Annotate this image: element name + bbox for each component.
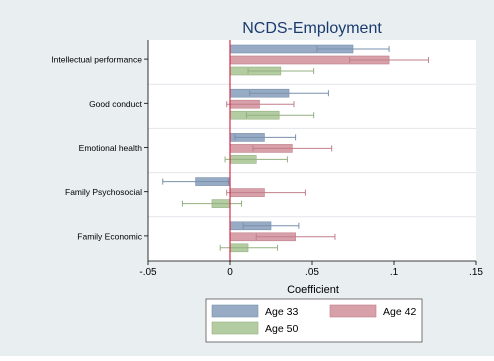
legend-label: Age 50 — [265, 323, 298, 335]
bar-series — [162, 40, 429, 261]
category-label: Emotional health — [79, 143, 143, 153]
x-axis-label: Coefficient — [287, 284, 339, 296]
legend-swatch — [211, 304, 259, 318]
legend-label: Age 33 — [265, 306, 298, 318]
x-tick-label: .05 — [305, 267, 319, 278]
x-tick-label: .1 — [390, 267, 399, 278]
gridlines — [148, 83, 476, 218]
axes: Intellectual performance Good conduct Emot… — [51, 40, 483, 278]
x-tick-label: -.05 — [139, 267, 157, 278]
chart-title: NCDS-Employment — [242, 20, 382, 37]
category-label: Family Economic — [77, 231, 142, 241]
category-label: Intellectual performance — [51, 55, 142, 65]
plot-area — [148, 40, 476, 261]
legend-swatch — [329, 304, 377, 318]
x-tick-label: .15 — [469, 267, 483, 278]
category-label: Good conduct — [89, 99, 143, 109]
legend-label: Age 42 — [383, 306, 416, 318]
x-tick-label: 0 — [227, 267, 233, 278]
category-label: Family Psychosocial — [65, 187, 142, 197]
legend-swatch — [211, 321, 259, 335]
legend: Age 33 Age 42 Age 50 — [205, 298, 423, 343]
